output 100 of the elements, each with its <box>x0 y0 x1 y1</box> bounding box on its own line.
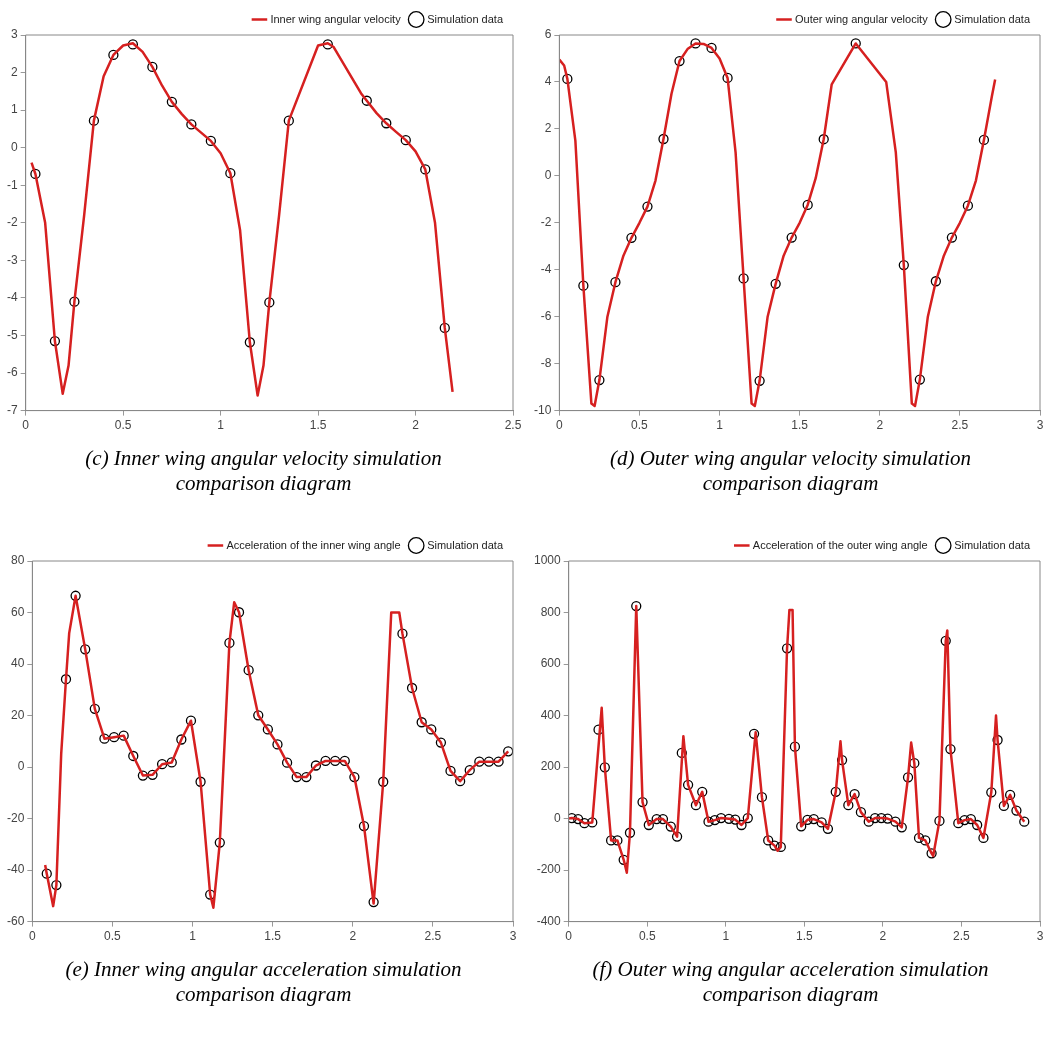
point <box>483 756 495 767</box>
y-tick-label: -3 <box>7 252 18 267</box>
point <box>397 628 408 639</box>
point <box>118 730 129 741</box>
point <box>420 164 431 175</box>
y-tick-label: 60 <box>10 604 25 619</box>
point <box>361 95 372 106</box>
y-tick-label: 200 <box>540 759 562 774</box>
point <box>914 374 925 385</box>
y-tick-label: 6 <box>544 27 552 42</box>
point <box>770 278 781 289</box>
point <box>283 115 294 126</box>
legend-label: Inner wing angular velocity <box>270 12 402 25</box>
x-tick-label: 3 <box>509 929 517 944</box>
point <box>205 135 217 147</box>
x-tick-label: 0.5 <box>638 929 656 944</box>
x-tick-label: 3 <box>1036 418 1044 433</box>
point <box>690 38 701 49</box>
x-tick-label: 2 <box>879 929 887 944</box>
point <box>51 879 62 891</box>
y-tick-label: 0 <box>544 168 552 183</box>
point <box>41 868 52 879</box>
point <box>88 115 100 126</box>
y-tick-label: -6 <box>7 365 18 380</box>
point <box>454 776 466 787</box>
point <box>80 644 91 655</box>
point <box>195 776 206 787</box>
point <box>147 61 158 73</box>
legend-label: Outer wing angular velocity <box>795 12 929 25</box>
point <box>594 374 605 386</box>
point <box>503 746 513 757</box>
y-tick-label: 4 <box>544 74 552 89</box>
point <box>850 38 861 49</box>
y-tick-label: -6 <box>540 309 552 324</box>
point <box>147 769 158 780</box>
x-tick-label: 2.5 <box>504 418 522 433</box>
legend-label: Simulation data <box>954 538 1031 551</box>
point <box>946 232 958 243</box>
point <box>214 837 225 848</box>
point <box>642 201 653 212</box>
point <box>185 715 197 726</box>
y-tick-label: 0 <box>10 139 18 154</box>
point <box>626 232 637 243</box>
point <box>368 896 379 908</box>
y-tick-label: 1000 <box>533 553 562 568</box>
x-tick-label: 1 <box>217 418 225 433</box>
point <box>166 96 178 108</box>
x-tick-label: 2 <box>349 929 357 944</box>
point <box>233 607 245 618</box>
point <box>310 760 322 771</box>
point <box>330 755 341 767</box>
y-tick-label: 0 <box>554 810 562 825</box>
y-tick-label: -7 <box>7 402 18 417</box>
point <box>406 682 418 694</box>
point <box>474 756 485 767</box>
x-tick-label: 1.5 <box>791 418 809 433</box>
point <box>786 232 797 243</box>
x-tick-label: 1.5 <box>309 418 327 433</box>
point <box>320 755 331 767</box>
x-tick-label: 3 <box>1036 929 1044 944</box>
point <box>898 259 909 271</box>
x-tick-label: 1 <box>722 929 730 944</box>
point <box>244 337 255 348</box>
point <box>253 710 264 721</box>
point <box>301 771 312 783</box>
point <box>439 322 450 334</box>
point <box>962 200 974 211</box>
point <box>381 118 392 129</box>
point <box>30 168 41 180</box>
y-tick-label: -4 <box>7 290 18 305</box>
point <box>186 119 197 130</box>
y-tick-label: 1 <box>10 102 18 117</box>
text: (d) Outer wing angular velocity simulation comparison diagram <box>608 445 972 498</box>
x-tick-label: 1 <box>716 418 724 433</box>
point <box>754 375 765 386</box>
y-tick-label: -4 <box>540 262 552 277</box>
x-tick-label: 1 <box>189 929 197 944</box>
point <box>49 335 61 347</box>
text: (e) Inner wing angular acceleration simulation comparison diagram <box>64 956 463 1009</box>
legend-label: Acceleration of the outer wing angle <box>752 538 928 551</box>
point <box>464 765 475 776</box>
point <box>400 135 411 146</box>
point <box>445 765 456 777</box>
point <box>166 757 177 768</box>
point <box>435 737 447 748</box>
y-tick-label: 2 <box>10 64 18 79</box>
x-tick-label: 2 <box>412 418 420 433</box>
text: (f) Outer wing angular acceleration simulation comparison diagram <box>591 956 990 1009</box>
point <box>802 199 813 211</box>
point <box>60 674 72 685</box>
point <box>108 732 120 743</box>
y-tick-label: -1 <box>7 177 18 192</box>
y-tick-label: -400 <box>536 913 562 928</box>
point <box>339 755 350 767</box>
legend-label: Simulation data <box>427 12 504 25</box>
x-tick-label: 2.5 <box>424 929 442 944</box>
x-tick-label: 0.5 <box>114 418 132 433</box>
y-tick-label: -40 <box>7 862 25 877</box>
point <box>127 39 139 50</box>
y-tick-label: 20 <box>10 707 25 722</box>
